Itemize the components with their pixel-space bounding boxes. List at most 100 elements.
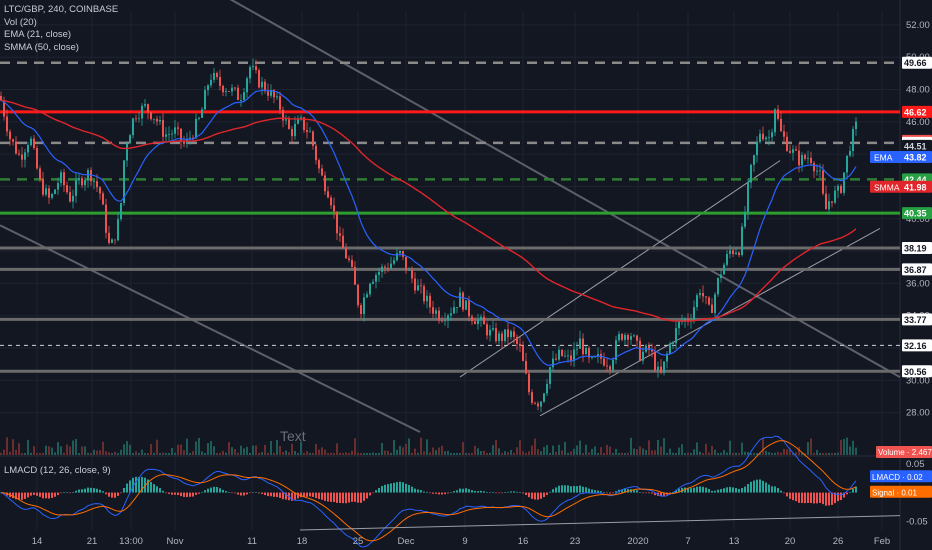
macd-histogram-bar	[147, 479, 149, 493]
candle-body	[303, 117, 305, 131]
candle-body	[249, 67, 251, 79]
candle-body	[849, 151, 851, 156]
macd-histogram-bar	[687, 487, 689, 493]
volume-bar	[264, 444, 266, 455]
candle-body	[537, 403, 539, 407]
volume-bar	[840, 439, 842, 455]
macd-histogram-bar	[93, 488, 95, 493]
volume-bar	[96, 450, 98, 455]
candle-body	[147, 104, 149, 113]
volume-bar	[720, 452, 722, 455]
candle-body	[120, 203, 122, 220]
volume-bar	[354, 438, 356, 455]
volume-bar	[714, 449, 716, 455]
volume-bar	[852, 440, 854, 455]
macd-histogram-bar	[378, 487, 380, 493]
macd-histogram-bar	[291, 492, 293, 501]
volume-bar	[723, 449, 725, 455]
macd-histogram-bar	[216, 487, 218, 493]
macd-histogram-bar	[99, 489, 101, 493]
macd-indicator-label[interactable]: LMACD (12, 26, close, 9)	[4, 465, 111, 476]
candle-body	[408, 269, 410, 271]
volume-bar	[180, 444, 182, 455]
candle-body	[354, 266, 356, 285]
volume-bar	[429, 452, 431, 455]
volume-bar	[126, 441, 128, 455]
macd-histogram-bar	[402, 482, 404, 493]
volume-indicator-label[interactable]: Vol (20)	[4, 16, 37, 28]
symbol-title[interactable]: LTC/GBP, 240, COINBASE	[4, 4, 119, 15]
volume-bar	[837, 452, 839, 455]
macd-histogram-bar	[366, 492, 368, 499]
volume-bar	[669, 448, 671, 455]
macd-histogram-bar	[231, 492, 233, 494]
volume-bar	[168, 453, 170, 455]
trend-line	[0, 224, 421, 433]
candle-body	[615, 340, 617, 360]
macd-histogram-bar	[780, 490, 782, 493]
macd-histogram-bar	[576, 486, 578, 493]
volume-bar	[513, 452, 515, 455]
candle-body	[246, 78, 248, 93]
candle-body	[609, 366, 611, 370]
volume-bar	[747, 452, 749, 455]
candle-body	[231, 87, 233, 92]
candle-body	[213, 72, 215, 80]
candle-body	[531, 392, 533, 403]
volume-bar	[777, 451, 779, 455]
macd-histogram-bar	[168, 492, 170, 494]
volume-bar	[741, 442, 743, 455]
volume-bar	[360, 452, 362, 455]
candle-body	[87, 170, 89, 181]
volume-bar	[237, 452, 239, 455]
candle-body	[48, 188, 50, 198]
y-tick-label: 46.00	[906, 117, 930, 128]
volume-bar	[447, 450, 449, 455]
candle-body	[756, 142, 758, 156]
candle-body	[660, 366, 662, 373]
candle-body	[543, 393, 545, 402]
candle-body	[708, 297, 710, 305]
macd-histogram-bar	[528, 492, 530, 498]
macd-histogram-bar	[339, 492, 341, 503]
volume-bar	[759, 452, 761, 455]
macd-histogram-bar	[30, 492, 32, 496]
macd-histogram-bar	[438, 492, 440, 495]
candle-body	[507, 329, 509, 338]
volume-bar	[588, 452, 590, 455]
candle-body	[462, 292, 464, 310]
macd-histogram-bar	[489, 492, 491, 493]
smma-indicator-label[interactable]: SMMA (50, close)	[4, 41, 79, 53]
volume-bar	[303, 452, 305, 455]
macd-histogram-bar	[792, 492, 794, 501]
volume-bar	[342, 452, 344, 455]
ema-indicator-label[interactable]: EMA (21, close)	[4, 29, 72, 40]
candle-body	[798, 150, 800, 166]
volume-bar	[321, 447, 323, 455]
macd-histogram-bar	[693, 487, 695, 493]
volume-bar	[120, 449, 122, 455]
macd-histogram-bar	[162, 490, 164, 493]
candle-body	[726, 253, 728, 265]
volume-bar	[663, 438, 665, 455]
macd-histogram-bar	[624, 488, 626, 493]
candle-body	[279, 96, 281, 110]
price-label: 38.19	[902, 242, 932, 255]
macd-histogram-bar	[237, 492, 239, 495]
volume-bar	[555, 451, 557, 455]
volume-bar	[222, 450, 224, 455]
candle-body	[138, 118, 140, 120]
price-label: 33.77	[902, 313, 932, 326]
text-annotation[interactable]: Text	[280, 428, 306, 444]
macd-histogram-bar	[642, 492, 644, 494]
macd-histogram-bar	[762, 480, 764, 493]
candle-body	[390, 263, 392, 269]
macd-histogram-bar	[468, 489, 470, 493]
macd-histogram-bar	[456, 490, 458, 493]
macd-tag-bg	[870, 485, 932, 498]
volume-bar	[681, 444, 683, 455]
macd-histogram-bar	[777, 487, 779, 493]
x-tick-label: 21	[87, 536, 98, 547]
volume-bar	[153, 452, 155, 455]
